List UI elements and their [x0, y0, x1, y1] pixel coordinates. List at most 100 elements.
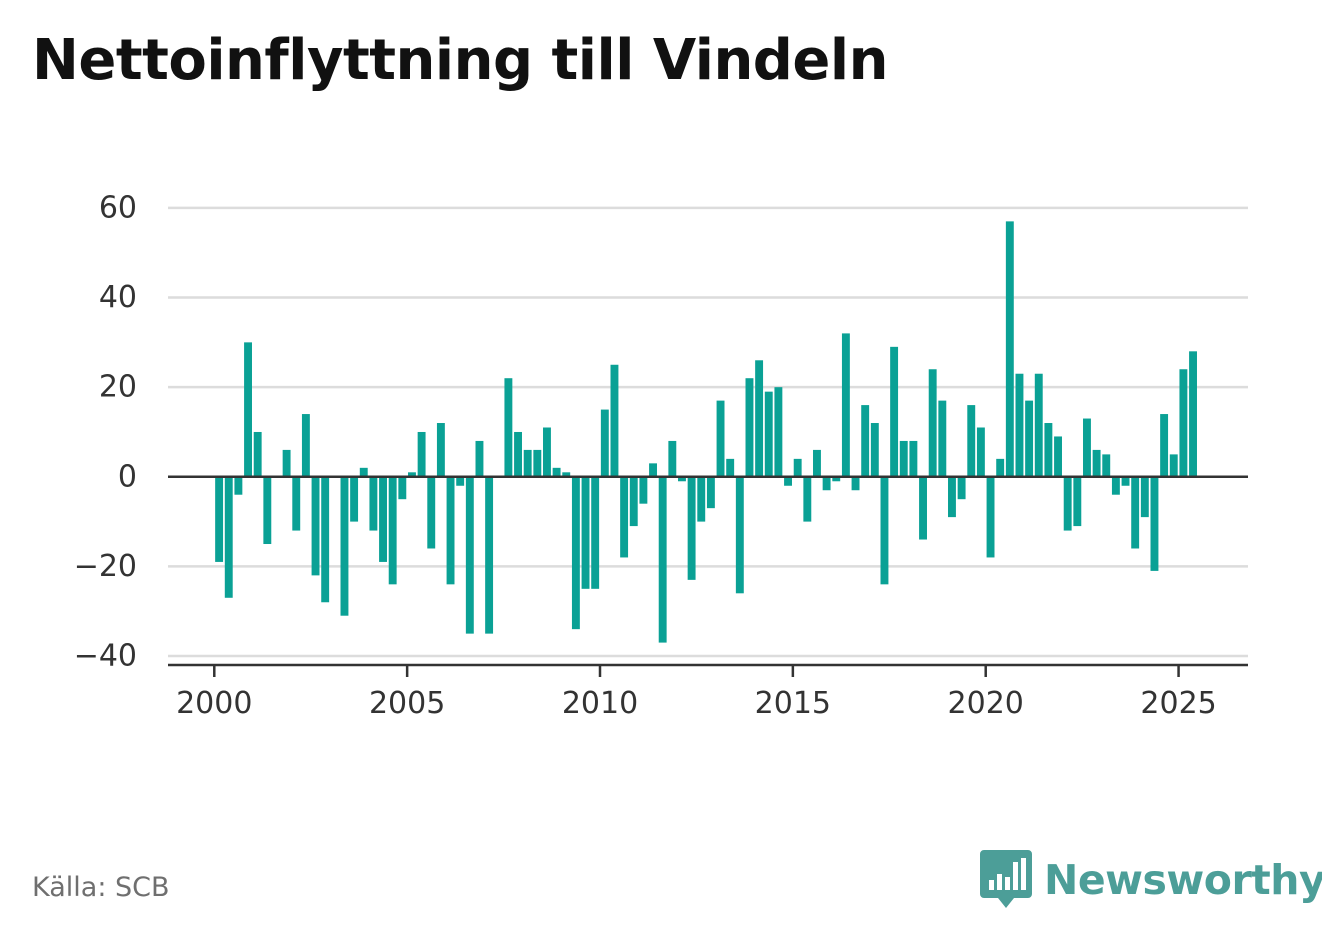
bar — [890, 346, 899, 477]
bar — [485, 476, 494, 634]
bar — [610, 364, 619, 477]
bar — [581, 476, 590, 589]
axes — [168, 475, 1248, 677]
bar — [379, 476, 387, 562]
bar — [822, 476, 831, 491]
bar — [417, 431, 426, 477]
bar — [388, 476, 397, 585]
bar — [292, 476, 301, 531]
bar — [986, 476, 995, 558]
y-axis-labels: −40 −20 0 20 40 60 — [74, 190, 137, 673]
chart-title: Nettoinflyttning till Vindeln — [32, 28, 888, 93]
bar — [533, 449, 542, 477]
bar — [1092, 449, 1101, 477]
bar — [1025, 400, 1034, 477]
bar — [350, 476, 359, 522]
bar — [620, 476, 629, 558]
bar — [600, 409, 609, 477]
brand-name: Newsworthy — [1044, 856, 1322, 904]
bar — [668, 440, 677, 477]
bar — [851, 476, 860, 491]
bar — [649, 463, 657, 477]
bar — [1054, 436, 1062, 477]
x-tick-label: 2000 — [176, 686, 252, 721]
x-tick-label: 2020 — [948, 686, 1024, 721]
bar — [764, 391, 773, 477]
bar — [928, 369, 937, 477]
bar — [234, 476, 243, 495]
bar — [832, 476, 841, 482]
bar — [976, 427, 985, 477]
bar — [552, 467, 561, 477]
y-tick-label: −40 — [74, 639, 137, 674]
bar — [1140, 476, 1149, 518]
bar — [1102, 454, 1111, 477]
bar — [1121, 476, 1130, 486]
bar — [282, 449, 291, 477]
bar — [1111, 476, 1120, 495]
bar — [1131, 476, 1140, 549]
bar — [938, 400, 947, 477]
bar — [523, 449, 532, 477]
bar — [784, 476, 792, 486]
bar — [543, 427, 551, 477]
x-axis-labels: 2000 2005 2010 2015 2020 2025 — [176, 686, 1217, 721]
bar — [735, 476, 744, 594]
bar — [253, 431, 262, 477]
x-tick-label: 2005 — [369, 686, 445, 721]
bar — [446, 476, 455, 585]
bar — [774, 387, 783, 477]
bar — [967, 405, 976, 477]
source-note: Källa: SCB — [32, 872, 170, 903]
bar — [263, 476, 272, 545]
x-tick-label: 2025 — [1140, 686, 1216, 721]
bar — [224, 476, 233, 598]
bar — [706, 476, 715, 509]
bar — [436, 423, 445, 477]
bar — [359, 467, 368, 477]
newsworthy-logo-icon — [980, 850, 1032, 908]
bar — [1005, 221, 1014, 477]
y-tick-label: 60 — [99, 190, 137, 225]
bar — [321, 476, 330, 603]
bar — [726, 458, 735, 477]
bar — [562, 472, 571, 477]
bar — [301, 414, 310, 477]
bar — [678, 476, 686, 482]
bar — [427, 476, 436, 549]
bar — [745, 378, 754, 477]
bar — [948, 476, 956, 518]
bar — [311, 476, 320, 576]
bar — [639, 476, 648, 504]
y-tick-label: 40 — [99, 280, 137, 315]
x-tick-label: 2010 — [562, 686, 638, 721]
bar — [591, 476, 600, 589]
bar — [1063, 476, 1072, 531]
x-tick-label: 2015 — [755, 686, 831, 721]
bar — [793, 458, 802, 477]
bar — [465, 476, 474, 634]
bar — [1083, 418, 1091, 477]
bar — [398, 476, 407, 500]
bar — [514, 431, 522, 477]
bar — [1169, 454, 1178, 477]
bar — [716, 400, 725, 477]
bar — [1189, 351, 1197, 477]
bar — [861, 405, 870, 477]
y-tick-label: 0 — [118, 459, 137, 494]
bar — [1073, 476, 1082, 527]
bar — [957, 476, 966, 500]
bar — [244, 342, 252, 477]
bar — [697, 476, 706, 522]
bar — [755, 360, 764, 477]
bar — [571, 476, 580, 630]
bar — [1034, 373, 1043, 477]
bar — [919, 476, 927, 540]
bar — [408, 472, 416, 477]
bar — [880, 476, 889, 585]
bar — [456, 476, 465, 486]
bar — [1179, 369, 1188, 477]
bar — [996, 458, 1005, 477]
bar — [215, 476, 224, 562]
bar — [841, 333, 850, 477]
